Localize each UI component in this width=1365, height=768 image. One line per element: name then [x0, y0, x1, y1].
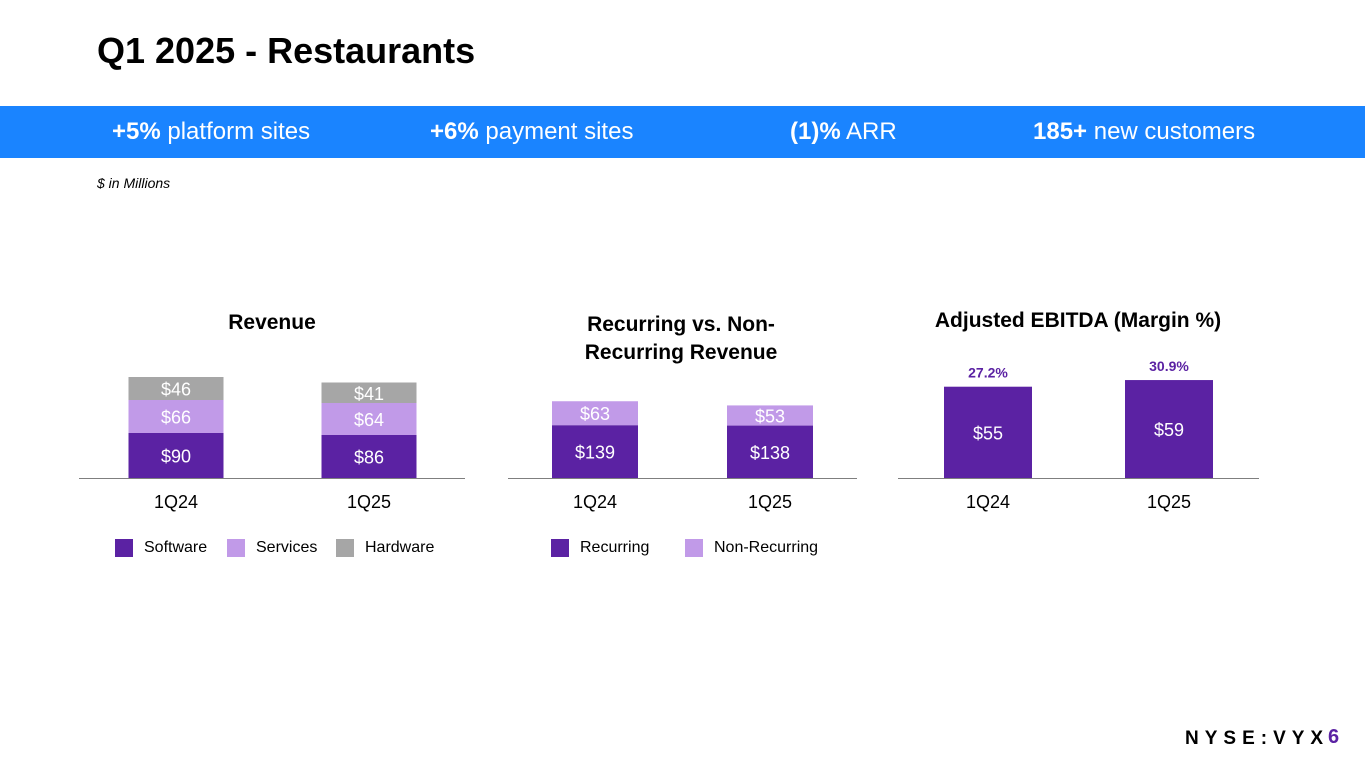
- revenue-tick-label: 1Q24: [154, 492, 198, 512]
- units-note: $ in Millions: [97, 175, 171, 191]
- kpi-value: +5%: [112, 118, 161, 145]
- legend-label: Hardware: [365, 539, 435, 556]
- kpi-label: payment sites: [485, 118, 634, 145]
- revenue-data-label: $66: [161, 408, 191, 428]
- recurring-data-label: $53: [755, 406, 785, 426]
- recurring-chart-title-line-1: Recurring vs. Non-: [587, 313, 775, 336]
- kpi-label: new customers: [1093, 118, 1256, 145]
- legend-hardware: Hardware: [336, 538, 434, 558]
- ebitda-margin-label: 27.2%: [968, 365, 1008, 381]
- recurring-bar-non-recurring-1q24: [552, 401, 638, 426]
- kpi-new-customers: 185+ new customers: [1033, 106, 1255, 158]
- recurring-data-label: $63: [580, 404, 610, 424]
- brand-logo: NYSE:VYX: [1185, 728, 1330, 749]
- legend-label: Software: [144, 539, 208, 556]
- revenue-bar-services-1q24: [128, 400, 224, 433]
- kpi-value: +6%: [430, 118, 479, 145]
- revenue-bar-services-1q25: [321, 403, 417, 435]
- revenue-bar-software-1q25: [321, 435, 417, 478]
- page-number: 6: [1328, 726, 1340, 748]
- revenue-tick-label: 1Q25: [347, 492, 391, 512]
- legend-label: Recurring: [580, 539, 650, 556]
- kpi-banner: +5% platform sites +6% payment sites (1)…: [0, 106, 1365, 158]
- revenue-data-label: $41: [354, 384, 384, 404]
- revenue-bar-hardware-1q24: [128, 377, 224, 400]
- kpi-value: (1)%: [790, 118, 841, 145]
- legend-label: Services: [256, 539, 318, 556]
- page-title: Q1 2025 - Restaurants: [97, 30, 476, 71]
- kpi-payment-sites: +6% payment sites: [430, 106, 633, 158]
- legend-swatch-hardware: [336, 539, 354, 557]
- ebitda-bar-adjusted-ebitda-1q25: [1125, 380, 1213, 478]
- recurring-data-label: $138: [750, 443, 790, 463]
- ebitda-data-label: $59: [1154, 420, 1184, 440]
- ebitda-tick-label: 1Q24: [966, 492, 1010, 512]
- revenue-chart-title: Revenue: [228, 311, 316, 334]
- kpi-arr: (1)% ARR: [790, 106, 897, 158]
- ebitda-tick-label: 1Q25: [1147, 492, 1191, 512]
- recurring-bar-non-recurring-1q25: [727, 405, 813, 426]
- legend-swatch-services: [227, 539, 245, 557]
- ebitda-margin-label: 30.9%: [1149, 358, 1189, 374]
- recurring-tick-label: 1Q25: [748, 492, 792, 512]
- recurring-bar-recurring-1q24: [552, 425, 638, 478]
- ebitda-chart-title: Adjusted EBITDA (Margin %): [934, 309, 1222, 332]
- recurring-bar-recurring-1q25: [727, 425, 813, 478]
- revenue-bar-software-1q24: [128, 433, 224, 478]
- legend-swatch-recurring: [551, 539, 569, 557]
- ebitda-bar-adjusted-ebitda-1q24: [944, 386, 1032, 478]
- revenue-data-label: $46: [161, 380, 191, 400]
- kpi-platform-sites: +5% platform sites: [112, 106, 310, 158]
- legend-non-recurring: Non-Recurring: [685, 538, 818, 558]
- legend-label: Non-Recurring: [714, 539, 819, 556]
- kpi-label: platform sites: [167, 118, 311, 145]
- recurring-tick-label: 1Q24: [573, 492, 617, 512]
- recurring-data-label: $139: [575, 443, 615, 463]
- ebitda-data-label: $55: [973, 423, 1003, 443]
- revenue-data-label: $64: [354, 410, 384, 430]
- revenue-data-label: $90: [161, 447, 191, 467]
- legend-swatch-non-recurring: [685, 539, 703, 557]
- legend-swatch-software: [115, 539, 133, 557]
- legend-software: Software: [115, 538, 207, 558]
- legend-services: Services: [227, 538, 317, 558]
- recurring-chart-title: Recurring vs. Non- Recurring Revenue: [531, 311, 831, 367]
- kpi-label: ARR: [846, 118, 897, 145]
- legend-recurring: Recurring: [551, 538, 649, 558]
- revenue-data-label: $86: [354, 448, 384, 468]
- revenue-bar-hardware-1q25: [321, 382, 417, 403]
- recurring-chart-title-line-2: Recurring Revenue: [584, 341, 778, 364]
- kpi-value: 185+: [1033, 118, 1088, 145]
